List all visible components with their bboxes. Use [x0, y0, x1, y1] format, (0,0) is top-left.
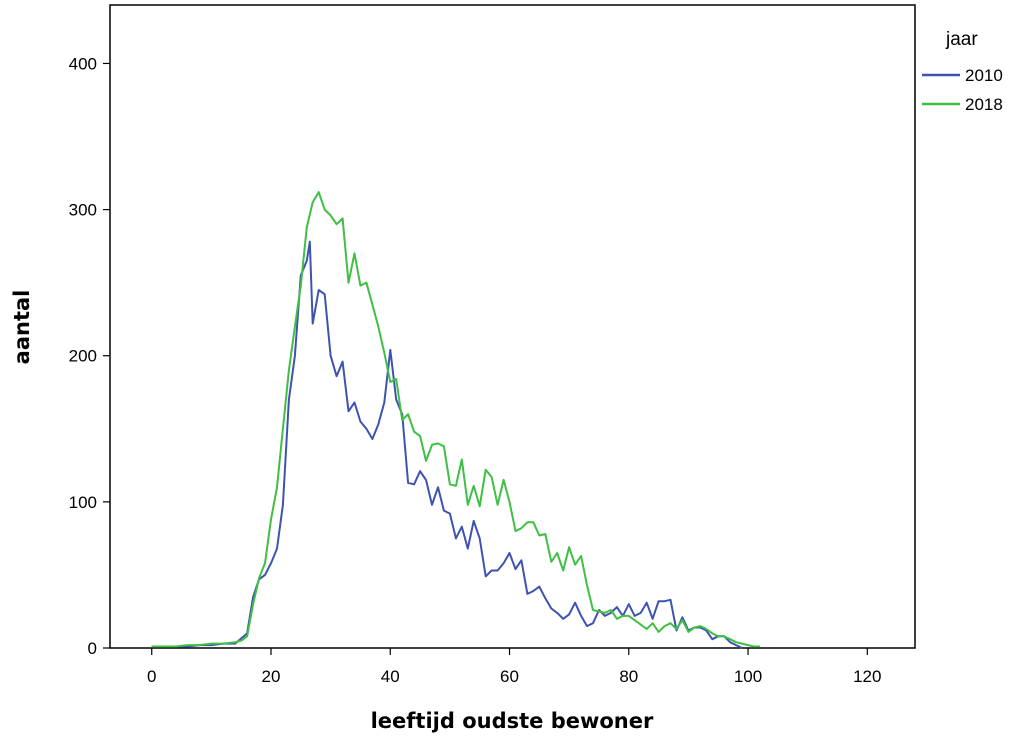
plot-frame	[109, 4, 916, 649]
x-tick-label: 100	[734, 667, 762, 686]
legend: jaar 2010 2018	[922, 29, 1003, 114]
y-tick-label: 100	[69, 493, 97, 512]
y-tick-label: 0	[88, 639, 97, 658]
legend-label-2018: 2018	[965, 95, 1003, 114]
series-line-2018	[151, 191, 760, 648]
x-tick-label: 20	[262, 667, 281, 686]
y-tick-label: 300	[69, 201, 97, 220]
x-tick-label: 120	[853, 667, 881, 686]
series-lines	[151, 191, 760, 649]
y-tick-label: 400	[69, 54, 97, 73]
x-tick-label: 40	[381, 667, 400, 686]
y-axis: 0 100 200 300 400	[69, 54, 110, 658]
x-axis-title: leeftijd oudste bewoner	[371, 709, 654, 733]
y-axis-title: aantal	[10, 290, 34, 365]
x-axis: 0 20 40 60 80 100 120	[147, 648, 881, 686]
y-tick-label: 200	[69, 347, 97, 366]
x-tick-label: 80	[619, 667, 638, 686]
legend-title: jaar	[945, 29, 978, 50]
legend-label-2010: 2010	[965, 66, 1003, 85]
series-line-2010	[151, 240, 743, 649]
x-tick-label: 0	[147, 667, 156, 686]
x-tick-label: 60	[500, 667, 519, 686]
